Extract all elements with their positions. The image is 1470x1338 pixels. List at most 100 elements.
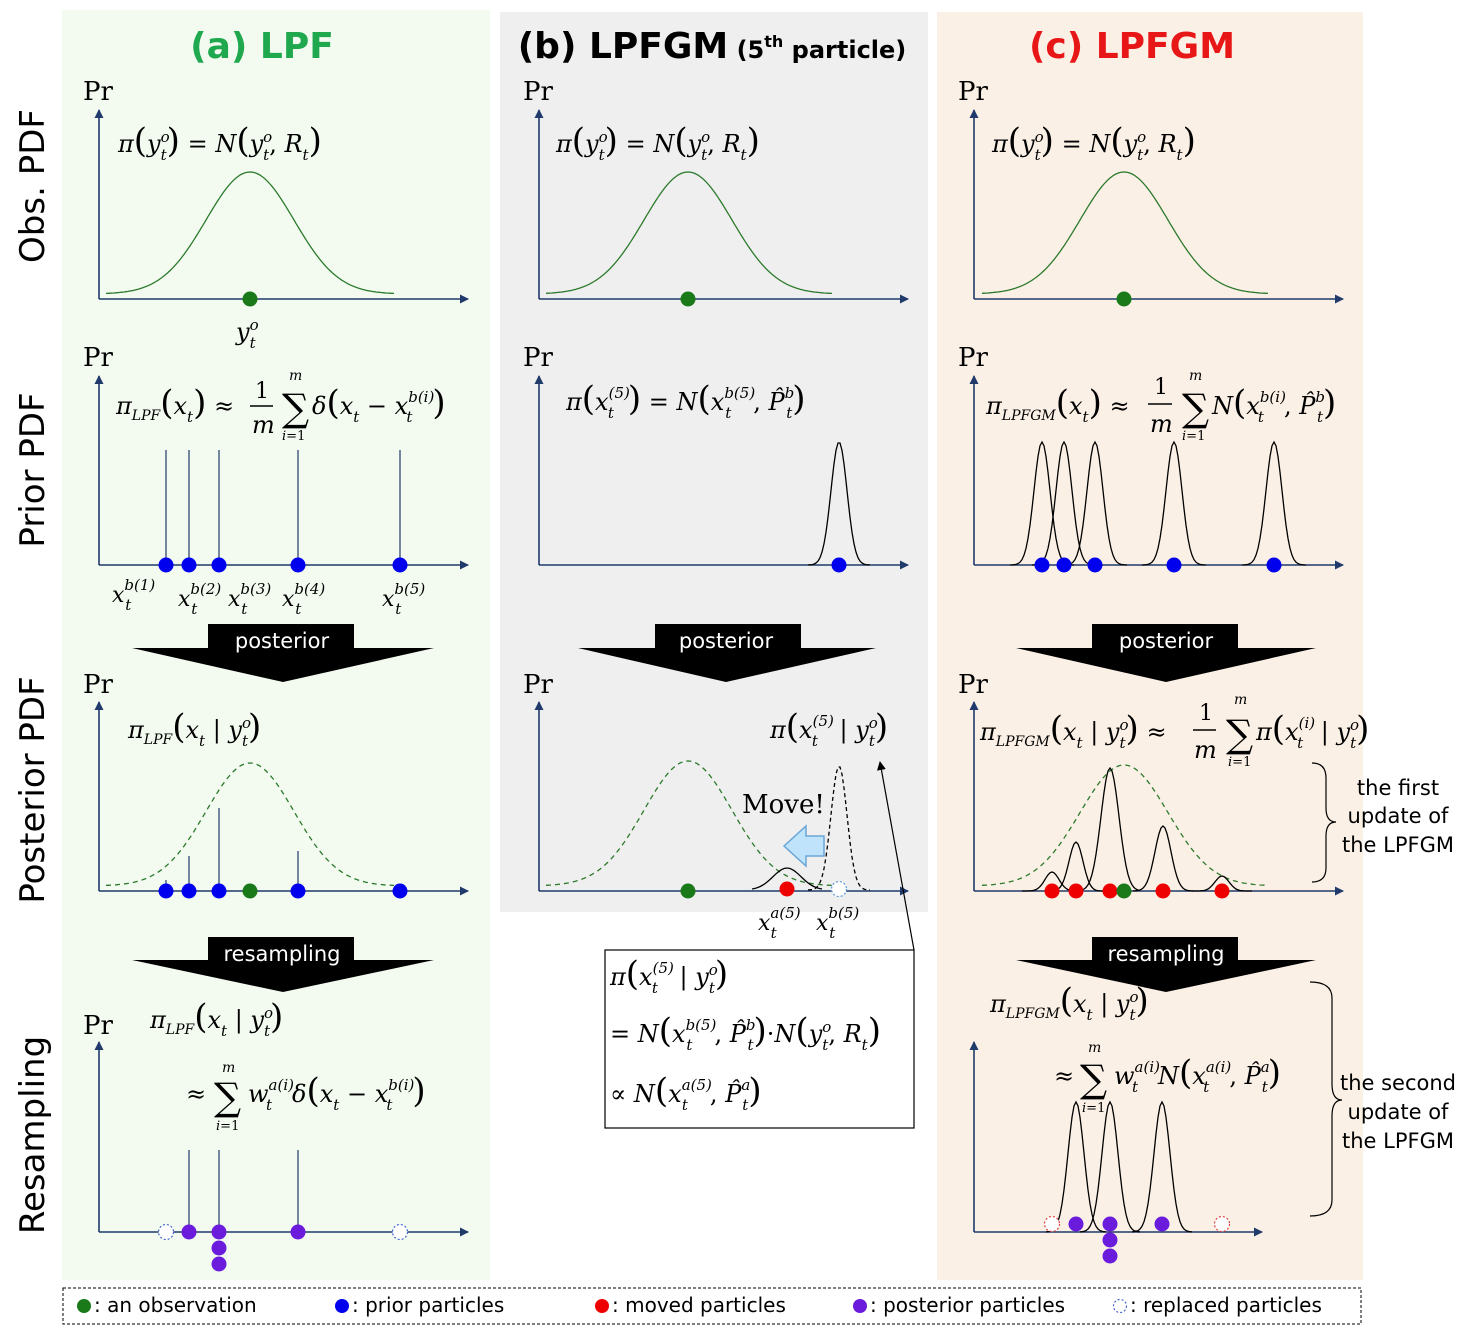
posterior-particle-dot bbox=[290, 1224, 306, 1240]
prior-particle-dot bbox=[1056, 557, 1072, 573]
svg-text:i=1: i=1 bbox=[1082, 1101, 1105, 1116]
prior-gaussian-curve bbox=[807, 442, 871, 566]
legend-box bbox=[62, 1287, 1362, 1325]
posterior-particle-dot bbox=[1102, 1248, 1118, 1264]
posterior-arrow-a: posterior bbox=[132, 624, 434, 682]
svg-text:∑: ∑ bbox=[1182, 386, 1209, 430]
posterior-particle-dot bbox=[1102, 1232, 1118, 1248]
prior-particle-dot bbox=[392, 557, 408, 573]
legend-label: : replaced particles bbox=[1130, 1293, 1322, 1317]
moved-particle-dot bbox=[779, 881, 795, 897]
moved-particle-dot bbox=[1044, 883, 1060, 899]
posterior-particle-dot bbox=[1102, 1216, 1118, 1232]
replaced-particle-ring bbox=[830, 880, 848, 898]
legend-label: : prior particles bbox=[352, 1293, 504, 1317]
replaced-particle-ring bbox=[1043, 1215, 1061, 1233]
posterior-particle-dot bbox=[181, 1224, 197, 1240]
posterior-arrow-c: posterior bbox=[1016, 624, 1316, 682]
obs-pdf-curve bbox=[545, 171, 833, 295]
brace-first-line2: update of bbox=[1348, 804, 1450, 828]
svg-text:posterior: posterior bbox=[235, 629, 330, 653]
svg-text:∑: ∑ bbox=[214, 1075, 241, 1119]
resampled-gaussian-curve bbox=[1131, 1100, 1193, 1233]
dots-group bbox=[157, 291, 1282, 1272]
posterior-particle-dot bbox=[1068, 1216, 1084, 1232]
prior-particle-dot bbox=[831, 557, 847, 573]
obs-pdf-dashed bbox=[105, 762, 395, 887]
axis-label-pr: Pr bbox=[523, 670, 553, 700]
svg-text:m: m bbox=[1150, 410, 1173, 438]
svg-text:π(x(i)t | yot): π(x(i) t | yo t) bbox=[1255, 709, 1369, 752]
prior-gaussian-curve bbox=[1062, 440, 1128, 566]
svg-text:i=1: i=1 bbox=[1182, 429, 1205, 444]
axis-label-pr: Pr bbox=[523, 343, 553, 373]
row-label-posterior: Posterior PDF bbox=[13, 676, 53, 903]
legend-marker bbox=[595, 1299, 609, 1313]
brace-second-line2: update of bbox=[1348, 1100, 1450, 1124]
row-label-prior: Prior PDF bbox=[13, 392, 53, 547]
prior-particle-dot bbox=[181, 883, 197, 899]
posterior-particle-dot bbox=[211, 1224, 227, 1240]
svg-text:m: m bbox=[1088, 1040, 1101, 1056]
posterior-gaussian-curve bbox=[1133, 825, 1193, 892]
observation-dot bbox=[242, 883, 258, 899]
axis-label-pr: Pr bbox=[83, 77, 113, 107]
replaced-particle-ring bbox=[157, 1223, 175, 1241]
pointer-line bbox=[876, 761, 915, 951]
prior-particle-dot bbox=[1034, 557, 1050, 573]
legend-label: : posterior particles bbox=[870, 1293, 1065, 1317]
svg-text:1: 1 bbox=[1154, 375, 1168, 400]
legend-label: : an observation bbox=[94, 1293, 257, 1317]
prior-particle-dot bbox=[211, 557, 227, 573]
prior-gaussian-curve bbox=[1141, 440, 1207, 566]
svg-text:Move!: Move! bbox=[742, 790, 825, 820]
observation-dot bbox=[242, 291, 258, 307]
column-title-a: (a) LPF bbox=[190, 26, 334, 67]
axis-label-pr: Pr bbox=[83, 1011, 113, 1041]
prior-particle-dot bbox=[158, 557, 174, 573]
posterior-gaussian-curve bbox=[1079, 766, 1141, 892]
observation-dot bbox=[1116, 291, 1132, 307]
axis-label-pr: Pr bbox=[83, 670, 113, 700]
brace-second-line1: the second bbox=[1340, 1071, 1456, 1095]
svg-text:1: 1 bbox=[255, 379, 269, 404]
legend-label: : moved particles bbox=[612, 1293, 786, 1317]
legend: : an observation : prior particles : moved… bbox=[77, 1293, 1322, 1317]
posterior-particle-dot bbox=[211, 1240, 227, 1256]
prior-particle-dot bbox=[211, 883, 227, 899]
svg-text:N(xb(i)t, P̂bt): N(xb(i) t, P̂b t) bbox=[1211, 383, 1336, 426]
axis-label-pr: Pr bbox=[523, 77, 553, 107]
prior-particle-dot bbox=[1266, 557, 1282, 573]
row-label-resampling: Resampling bbox=[13, 1036, 53, 1234]
prior-particle-dot bbox=[158, 883, 174, 899]
svg-text:m: m bbox=[289, 368, 302, 384]
row-label-obs: Obs. PDF bbox=[13, 109, 53, 263]
axis-label-pr: Pr bbox=[958, 343, 988, 373]
svg-text:i=1: i=1 bbox=[216, 1119, 239, 1134]
svg-text:m: m bbox=[1189, 368, 1202, 384]
obs-pdf-curve bbox=[981, 171, 1269, 295]
posterior-gaussian-curve bbox=[1192, 875, 1252, 892]
svg-text:resampling: resampling bbox=[1108, 942, 1225, 966]
posterior-arrow-b: posterior bbox=[578, 624, 876, 682]
svg-text:resampling: resampling bbox=[224, 942, 341, 966]
moved-particle-dot bbox=[1155, 883, 1171, 899]
legend-marker bbox=[335, 1299, 349, 1313]
legend-marker bbox=[853, 1299, 867, 1313]
moved-particle-dot bbox=[1214, 883, 1230, 899]
svg-text:i=1: i=1 bbox=[1228, 755, 1251, 770]
observation-dot bbox=[1116, 883, 1132, 899]
prior-particle-dot bbox=[290, 883, 306, 899]
resampling-arrow-c: resampling bbox=[1016, 937, 1316, 992]
resampling-arrow-a: resampling bbox=[132, 937, 434, 992]
svg-text:m: m bbox=[1234, 692, 1247, 708]
svg-text:∑: ∑ bbox=[1080, 1057, 1107, 1101]
brace-first-line1: the first bbox=[1357, 776, 1439, 800]
brace-second-line3: the LPFGM bbox=[1342, 1129, 1454, 1153]
panel-lpfgm-5th bbox=[500, 12, 928, 912]
move-arrow: Move! bbox=[742, 790, 825, 868]
prior-particle-labels: xb(1) t xb(2) t xb(3) t xb(4) t xb(5) t bbox=[112, 576, 425, 618]
prior-particle-dot bbox=[392, 883, 408, 899]
posterior-particle-dot bbox=[1154, 1216, 1170, 1232]
